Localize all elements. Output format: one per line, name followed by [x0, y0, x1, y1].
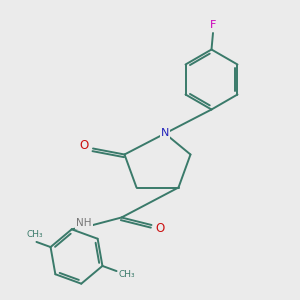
- Text: O: O: [80, 139, 88, 152]
- Text: N: N: [161, 128, 169, 139]
- Text: CH₃: CH₃: [119, 270, 135, 279]
- Text: O: O: [156, 221, 165, 235]
- Text: NH: NH: [76, 218, 92, 229]
- Text: CH₃: CH₃: [27, 230, 43, 239]
- Text: F: F: [210, 20, 216, 31]
